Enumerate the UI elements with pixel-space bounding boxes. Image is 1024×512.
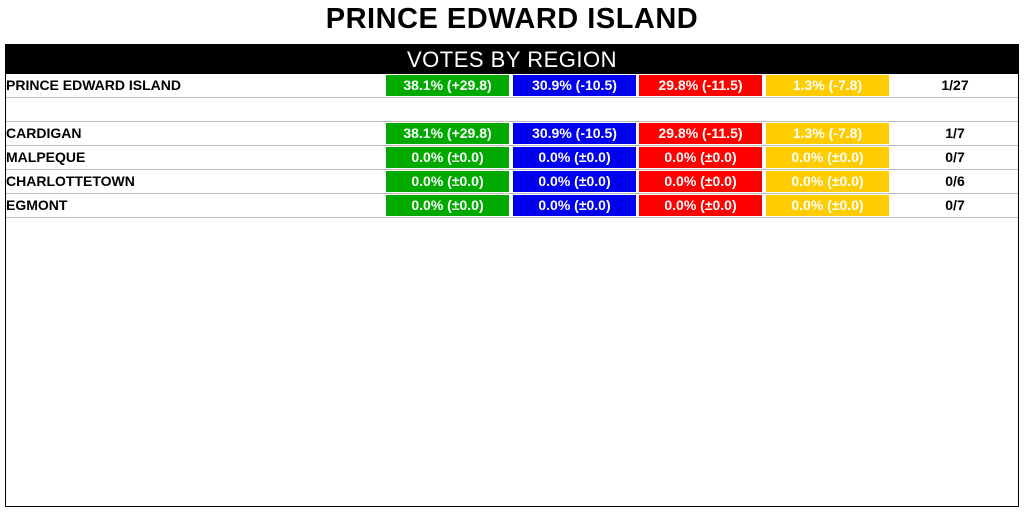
party3-share: 29.8% (-11.5) xyxy=(639,123,762,144)
region-name: MALPEQUE xyxy=(6,149,86,165)
party4-share: 0.0% (±0.0) xyxy=(766,147,889,168)
party3-share: 0.0% (±0.0) xyxy=(639,171,762,192)
region-row: CHARLOTTETOWN 0.0% (±0.0) 0.0% (±0.0) 0.… xyxy=(6,170,1018,194)
party2-share: 0.0% (±0.0) xyxy=(513,147,636,168)
region-row: EGMONT 0.0% (±0.0) 0.0% (±0.0) 0.0% (±0.… xyxy=(6,194,1018,218)
region-name: CARDIGAN xyxy=(6,125,82,141)
party4-share: 0.0% (±0.0) xyxy=(766,171,889,192)
seats-count: 1/27 xyxy=(941,77,969,93)
party4-share: 0.0% (±0.0) xyxy=(766,195,889,216)
party1-share: 38.1% (+29.8) xyxy=(386,123,509,144)
seats-count: 0/6 xyxy=(945,173,965,189)
party2-share: 0.0% (±0.0) xyxy=(513,171,636,192)
region-name: CHARLOTTETOWN xyxy=(6,173,135,189)
party2-share: 30.9% (-10.5) xyxy=(513,75,636,96)
region-name: PRINCE EDWARD ISLAND xyxy=(6,77,182,93)
party2-share: 0.0% (±0.0) xyxy=(513,195,636,216)
seats-count: 1/7 xyxy=(945,125,965,141)
party1-share: 0.0% (±0.0) xyxy=(386,195,509,216)
party4-share: 1.3% (-7.8) xyxy=(766,75,889,96)
party3-share: 0.0% (±0.0) xyxy=(639,147,762,168)
party1-share: 0.0% (±0.0) xyxy=(386,171,509,192)
spacer-row xyxy=(6,98,1018,122)
page-title: PRINCE EDWARD ISLAND xyxy=(325,3,699,35)
party1-share: 0.0% (±0.0) xyxy=(386,147,509,168)
seats-count: 0/7 xyxy=(945,149,965,165)
party1-share: 38.1% (+29.8) xyxy=(386,75,509,96)
region-row: CARDIGAN 38.1% (+29.8) 30.9% (-10.5) 29.… xyxy=(6,122,1018,146)
party3-share: 29.8% (-11.5) xyxy=(639,75,762,96)
party3-share: 0.0% (±0.0) xyxy=(639,195,762,216)
panel-header: VOTES BY REGION xyxy=(6,45,1018,74)
summary-row: PRINCE EDWARD ISLAND 38.1% (+29.8) 30.9%… xyxy=(6,74,1018,98)
seats-count: 0/7 xyxy=(945,197,965,213)
party4-share: 1.3% (-7.8) xyxy=(766,123,889,144)
region-row: MALPEQUE 0.0% (±0.0) 0.0% (±0.0) 0.0% (±… xyxy=(6,146,1018,170)
votes-by-region-panel: VOTES BY REGION PRINCE EDWARD ISLAND 38.… xyxy=(5,44,1019,507)
party2-share: 30.9% (-10.5) xyxy=(513,123,636,144)
region-name: EGMONT xyxy=(6,197,68,213)
